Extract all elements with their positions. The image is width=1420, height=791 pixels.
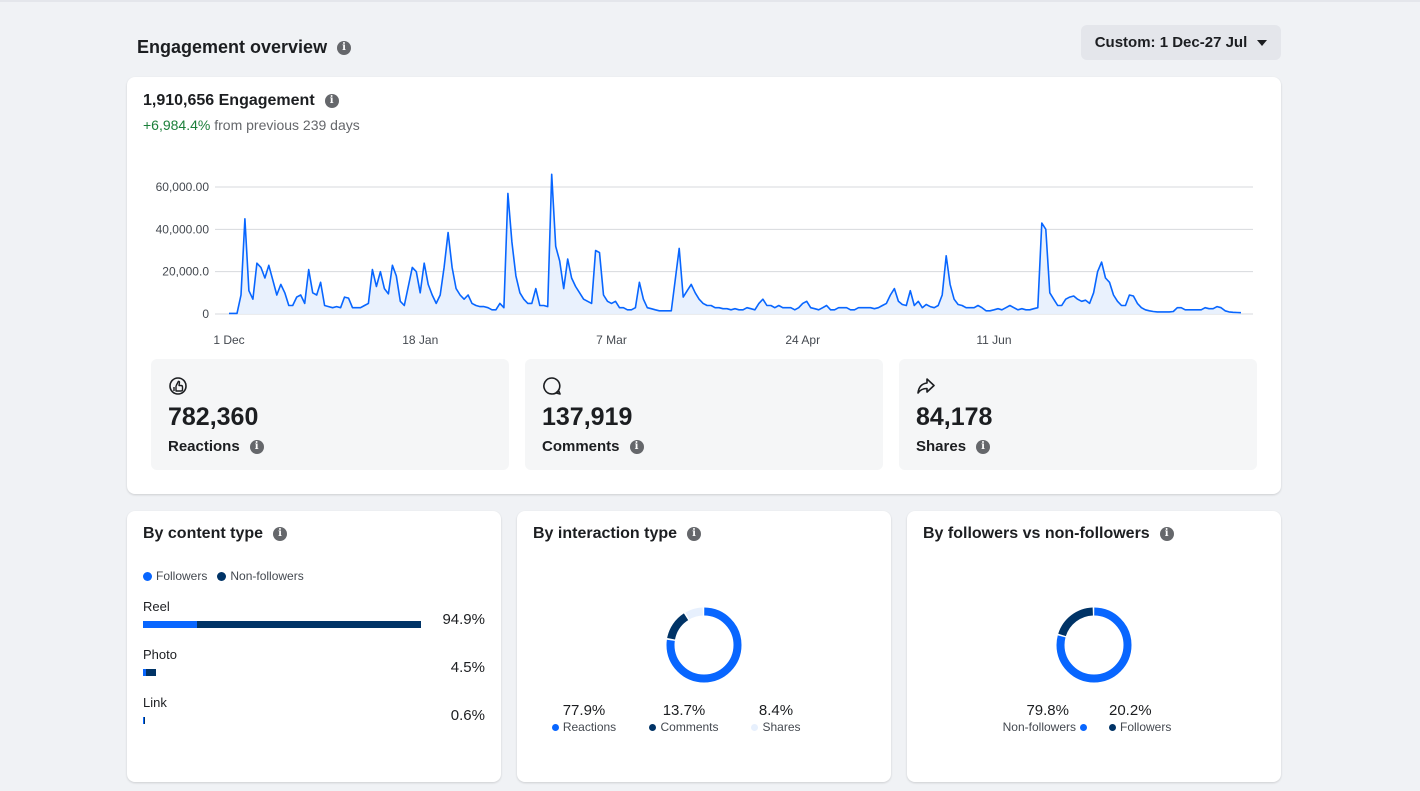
share-icon [917,378,935,394]
caret-down-icon [1257,39,1268,46]
interaction-donut-chart [666,607,742,683]
info-icon[interactable]: i [337,40,352,55]
donut-label-non-followers: 79.8% Non-followers [977,702,1087,734]
y-tick-label: 60,000.00 [156,180,210,194]
engagement-line-chart: 60,000.00 40,000.00 20,000.0 0 1 Dec 18 Jan 7 … [156,173,1253,347]
content-type-card: By content type i Followers Non-follower… [127,511,501,782]
top-divider [0,0,1420,2]
donut-segment-reactions[interactable] [666,607,742,683]
donut-label-shares: 8.4% Shares [731,702,821,734]
content-row-reel: Reel 94.9% [143,599,485,628]
content-row-photo: Photo 4.5% [143,647,485,676]
y-tick-label: 40,000.00 [156,222,210,236]
content-row-link: Link 0.6% [143,695,485,724]
card-title: By interaction type i [533,525,702,543]
x-tick-label: 1 Dec [213,333,244,347]
dot-icon [751,723,759,731]
info-icon[interactable]: i [273,527,288,541]
followers-segment [143,621,197,628]
dot-icon [551,723,559,731]
page-title: Engagement overview i [137,37,352,58]
non-followers-segment [196,621,421,628]
legend: Followers Non-followers [143,569,304,583]
x-tick-label: 11 Jun [976,333,1011,347]
x-tick-label: 7 Mar [596,333,627,347]
dot-icon [1109,723,1116,731]
y-tick-label: 20,000.0 [162,265,209,279]
followers-segment [143,669,147,676]
card-title: By content type i [143,525,288,543]
dot-icon [143,571,152,581]
content-bar [143,621,421,628]
engagement-card: 1,910,656 Engagement i +6,984.4% from pr… [127,77,1281,494]
y-tick-label: 0 [202,307,209,321]
engagement-total: 1,910,656 Engagement i [143,92,339,110]
stat-comments: 137,919 Comments i [525,359,883,470]
interaction-type-card: By interaction type i 77.9% Reactions 13… [517,511,891,782]
content-bar [143,717,145,724]
non-followers-segment [144,717,145,724]
followers-segment [143,717,144,724]
dot-icon [1080,723,1087,731]
info-icon[interactable]: i [629,439,644,454]
engagement-line [229,173,1242,315]
dot-icon [217,571,227,581]
legend-item-non-followers: Non-followers [217,569,304,583]
followers-donut-chart [1056,607,1132,683]
info-icon[interactable]: i [976,439,991,454]
info-icon[interactable]: i [249,439,264,454]
dot-icon [649,723,657,731]
info-icon[interactable]: i [687,527,702,541]
engagement-area [229,174,1241,314]
donut-label-reactions: 77.9% Reactions [539,702,629,734]
non-followers-segment [146,669,157,676]
info-icon[interactable]: i [324,94,339,108]
date-range-dropdown[interactable]: Custom: 1 Dec-27 Jul [1081,25,1281,60]
card-title: By followers vs non-followers i [923,525,1174,543]
content-bar [143,669,157,676]
stat-shares: 84,178 Shares i [899,359,1257,470]
stat-label: Shares i [916,438,991,455]
donut-segment-non-followers[interactable] [1056,607,1132,683]
stat-value: 782,360 [168,403,259,431]
stat-value: 137,919 [542,403,633,431]
stat-value: 84,178 [916,403,993,431]
donut-label-comments: 13.7% Comments [639,702,729,734]
legend-item-followers: Followers [143,569,207,583]
followers-split-card: By followers vs non-followers i 79.8% No… [907,511,1281,782]
x-tick-label: 24 Apr [785,333,820,347]
engagement-change: +6,984.4% from previous 239 days [143,117,360,133]
reactions-icon [169,377,187,395]
x-tick-label: 18 Jan [402,333,438,347]
info-icon[interactable]: i [1159,527,1174,541]
stat-label: Comments i [542,438,644,455]
stat-reactions: 782,360 Reactions i [151,359,509,470]
stat-label: Reactions i [168,438,264,455]
comment-icon [543,377,561,395]
donut-label-followers: 20.2% Followers [1109,702,1172,734]
